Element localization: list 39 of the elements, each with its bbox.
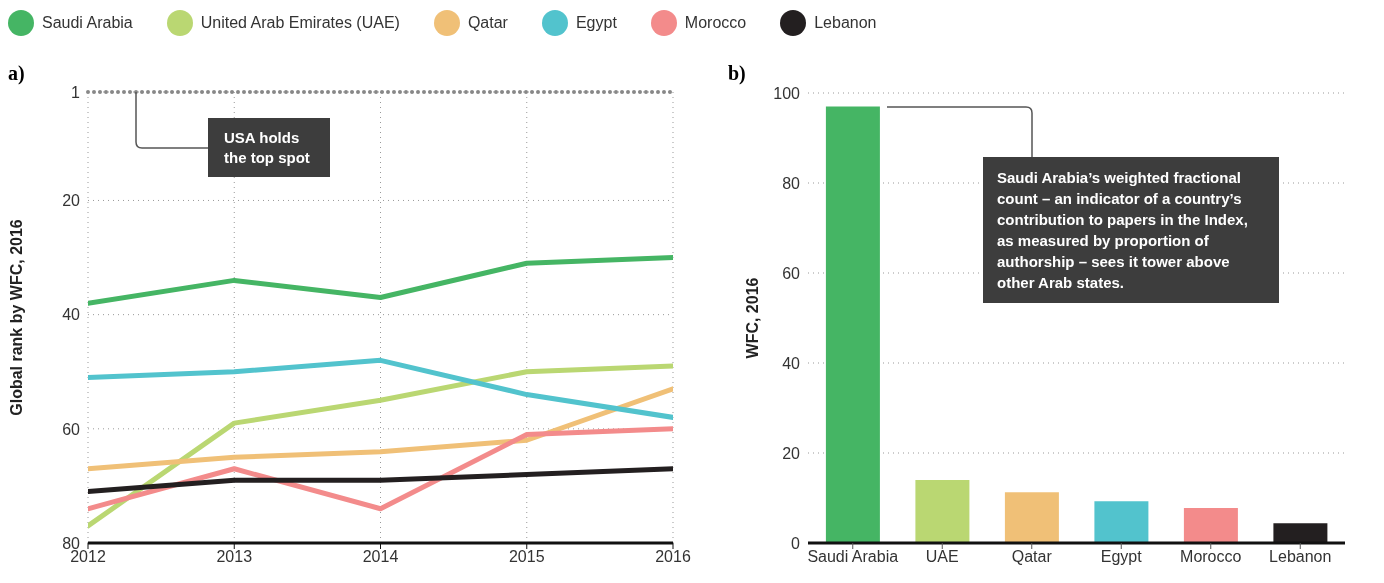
y-tick-label: 40 [62,306,81,324]
bar [1094,501,1149,543]
annotation: Saudi Arabia’s weighted fractional count – an indicator of a country’s contribution to papers in the Index, as measured by proportion of authorship – sees it tower above other Arab states. [983,157,1279,303]
x-tick-label: Egypt [1100,548,1143,566]
x-tick-label: UAE [925,548,959,566]
chart-title: a) [8,62,25,85]
y-axis-title: Global rank by WFC, 2016 [7,219,25,416]
y-tick-label: 100 [773,84,801,102]
y-tick-label: 1 [71,83,81,101]
legend-label: Qatar [467,14,508,32]
y-tick-label: 0 [791,534,801,552]
bar [825,106,880,543]
x-tick-label: Qatar [1011,548,1053,566]
x-tick-label: 2014 [362,548,399,566]
y-tick-label: 20 [782,444,801,462]
legend-label: United Arab Emirates (UAE) [200,14,400,32]
y-tick-label: 20 [62,192,81,210]
bar [1004,492,1059,543]
x-tick-label: Morocco [1180,548,1242,566]
x-tick-label: 2013 [216,548,253,566]
x-tick-label: 2015 [508,548,545,566]
x-tick-label: 2016 [655,548,691,566]
y-tick-label: 60 [782,264,801,282]
x-tick-label: Lebanon [1269,548,1332,566]
y-axis-title: WFC, 2016 [743,277,761,359]
y-tick-label: 60 [62,420,81,438]
ref-line-label: USA holds the top spot [208,118,330,177]
legend-label: Egypt [575,14,617,32]
legend-label: Lebanon [814,14,877,32]
legend-label: Saudi Arabia [42,14,133,32]
bar [1273,523,1328,543]
x-tick-label: 2012 [70,548,106,566]
bar [915,480,970,543]
bar [1183,507,1238,543]
x-tick-label: Saudi Arabia [807,548,899,566]
chart-title: b) [728,62,746,85]
y-tick-label: 40 [782,354,801,372]
y-tick-label: 80 [782,174,801,192]
legend-label: Morocco [684,14,747,32]
